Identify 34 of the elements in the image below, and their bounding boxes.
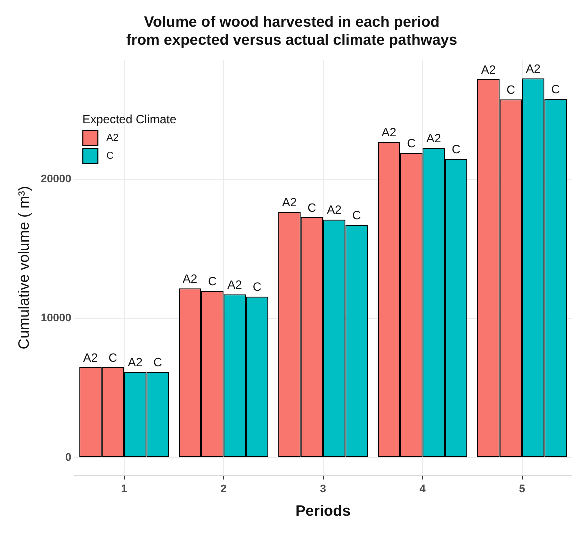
data-label: C (552, 82, 560, 96)
data-label: C (352, 208, 362, 223)
data-label: C (407, 136, 416, 151)
data-label: A2 (83, 350, 98, 365)
data-label: C (308, 200, 317, 215)
data-label: A2 (481, 62, 496, 77)
y-tick-label: 10000 (40, 312, 72, 325)
legend-title: Expected Climate (82, 112, 177, 126)
data-label: A2 (182, 272, 198, 286)
data-label: A2 (526, 62, 542, 76)
data-label: C (253, 280, 262, 294)
y-tick-label: 0 (65, 452, 72, 464)
data-label: A2 (426, 132, 442, 146)
chart-title: Volume of wood harvested in each period from expected versus actual climate pathways (126, 14, 458, 50)
x-tick-label: 3 (320, 483, 326, 496)
y-axis-title: Cumulative volume ( m³) (16, 186, 34, 350)
data-label: C (108, 350, 118, 365)
x-tick-label: 2 (220, 483, 227, 496)
data-label: A2 (228, 278, 243, 292)
data-label: C (452, 142, 462, 156)
data-label: C (506, 82, 516, 97)
x-tick-label: 5 (519, 483, 526, 496)
x-axis-title: Periods (296, 503, 351, 520)
y-tick-label: 20000 (40, 174, 72, 186)
legend-label: A2 (106, 132, 120, 144)
data-label: A2 (128, 355, 144, 370)
data-label: C (208, 274, 218, 288)
x-tick-label: 4 (420, 483, 427, 496)
data-label: A2 (327, 203, 342, 218)
data-label: C (154, 355, 163, 370)
x-tick-label: 1 (121, 483, 128, 496)
data-label: A2 (282, 195, 298, 210)
data-label: A2 (382, 126, 397, 140)
legend-label: C (106, 150, 114, 162)
